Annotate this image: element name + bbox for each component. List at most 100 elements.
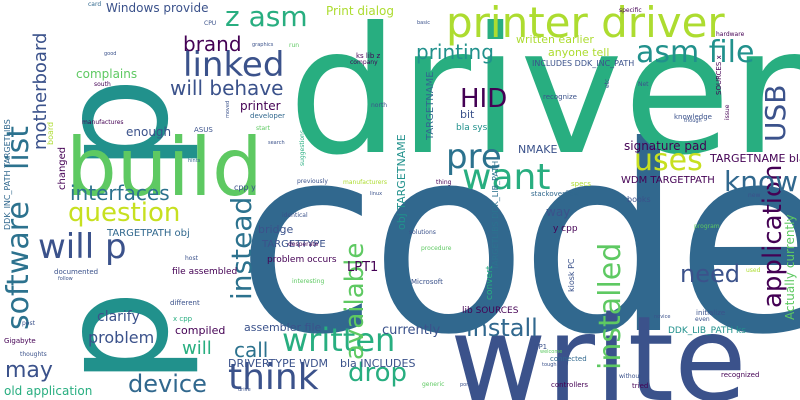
word-cpp-y: cpp y	[234, 183, 256, 192]
word-kiosk-pc: kiosk PC	[567, 258, 576, 292]
word-stackoverflow: stackoverflow	[531, 190, 580, 198]
word-want: want	[462, 157, 551, 198]
word-tried: tried	[632, 382, 649, 390]
word-way: way	[546, 205, 571, 219]
word-targetname: TARGETNAME	[425, 71, 436, 140]
word-device: device	[128, 370, 207, 398]
word-basic: basic	[417, 20, 430, 26]
word-linux: linux	[370, 191, 383, 197]
word-north: north	[371, 102, 388, 109]
word-problem-occurs: problem occurs	[267, 255, 337, 265]
word-tough: tough	[542, 362, 557, 368]
word-know: know	[724, 165, 798, 198]
word-follow: follow	[58, 276, 73, 282]
word-even: even	[695, 316, 710, 323]
word-hid: HID	[460, 84, 508, 114]
word-targetname-bla: TARGETNAME bla	[710, 152, 800, 165]
word-bla-includes: bla INCLUDES	[340, 357, 416, 370]
word-drop: drop	[348, 358, 408, 388]
word-written-earlier: written earlier	[516, 33, 594, 46]
word-issue: issue	[724, 104, 731, 120]
word-usb: USB	[759, 84, 792, 142]
word-recognize: recognize	[543, 93, 577, 101]
word-obj-targetname: obj TARGETNAME	[395, 134, 408, 230]
word-host: host	[185, 255, 198, 262]
word-new: new	[748, 192, 761, 199]
word-written: written	[282, 321, 396, 359]
word-suggestions: suggestions	[299, 130, 306, 166]
word-card: card	[88, 1, 102, 8]
word-brand: brand	[183, 32, 242, 56]
word-think: think	[228, 357, 319, 398]
word-pre: pre	[446, 137, 502, 177]
word-solutions: solutions	[409, 229, 436, 236]
word-etc: etc	[604, 78, 611, 88]
word-includes-ddk-inc-path: INCLUDES DDK_INC_PATH	[532, 59, 635, 68]
word-documented: documented	[54, 268, 99, 276]
word-used: used	[746, 267, 761, 274]
word-assembler-file: assembler file	[244, 321, 322, 334]
word-targettype: TARGETTYPE	[262, 239, 326, 250]
word-generic: generic	[422, 381, 445, 388]
word-instead: instead	[225, 196, 258, 300]
word-ddk-inc-path-targetlibs: DDK_INC_PATH TARGETLIBS	[3, 119, 12, 230]
word-complains: complains	[76, 67, 138, 81]
word-build: build	[66, 121, 263, 214]
word-need: need	[680, 260, 740, 288]
word-hints: hints	[188, 158, 201, 164]
word-different: different	[170, 299, 200, 307]
word-targetlibs-ddk-lib-path: TARGETLIBS DDK_LIB_PATH	[491, 160, 500, 270]
word-knowledge: knowledge	[674, 113, 712, 121]
word-asus: ASUS	[194, 126, 213, 134]
word-targetpath-obj: TARGETPATH obj	[107, 228, 190, 239]
word-good: good	[104, 51, 117, 57]
word-enough: enough	[126, 125, 172, 139]
word-sources-x: SOURCES x	[715, 55, 723, 95]
word-install: install	[466, 314, 538, 342]
word-ddk-lib-path-ks: DDK_LIB_PATH ks	[668, 326, 746, 336]
word-graphics: graphics	[252, 42, 274, 48]
word-books: books	[627, 195, 651, 204]
word-procedure: procedure	[421, 245, 452, 252]
word-x-cpp: x cpp	[173, 315, 193, 323]
word-sp1: SP1	[534, 343, 548, 351]
word-thoughts: thoughts	[20, 351, 47, 358]
word-manufacturers: manufacturers	[343, 179, 387, 186]
word-currently: currently	[382, 323, 441, 338]
word-printing: printing	[416, 40, 494, 64]
word-bridge: bridge	[258, 223, 294, 236]
word-south: south	[94, 81, 111, 88]
word-interfaces: interfaces	[70, 181, 170, 205]
word-run: run	[289, 42, 300, 49]
word-bla-sys: bla sys	[456, 123, 488, 133]
word-microsoft: Microsoft	[411, 278, 443, 286]
word-cpu: CPU	[204, 20, 217, 27]
word-specific: specific	[619, 7, 642, 14]
word-signature-pad: signature pad	[624, 139, 707, 153]
word-driver: driver	[288, 0, 800, 194]
word-asm-file: asm file	[636, 35, 755, 70]
word-moved: moved	[225, 100, 231, 118]
word-company: company	[350, 59, 378, 66]
word-specs: specs	[571, 180, 591, 188]
word-gigabyte: Gigabyte	[4, 337, 36, 345]
word-printer: printer	[240, 99, 281, 113]
word-initialize: initialize	[696, 309, 726, 317]
word-actually-currently: Actually currently	[783, 214, 797, 320]
word-bit: bit	[460, 108, 475, 121]
word-net: Net	[638, 81, 649, 88]
word-program: program	[694, 223, 720, 230]
word-drivertype-wdm: DRIVERTYPE WDM	[228, 357, 329, 370]
word-nmake: NMAKE	[518, 143, 558, 156]
word-though: though	[684, 118, 702, 124]
word-anyone-tell: anyone tell	[548, 46, 610, 59]
word-lpt1: LPT1	[347, 260, 379, 275]
word-previously: previously	[297, 178, 328, 185]
word-printer-driver: printer driver	[446, 0, 725, 47]
word-developer: developer	[250, 112, 286, 120]
word-desperate: desperate	[288, 241, 319, 248]
word-call: call	[234, 338, 269, 362]
word-wdm-targetpath: WDM TARGETPATH	[621, 175, 715, 186]
word-search: search	[268, 140, 285, 146]
word-novice: novice	[654, 314, 671, 320]
